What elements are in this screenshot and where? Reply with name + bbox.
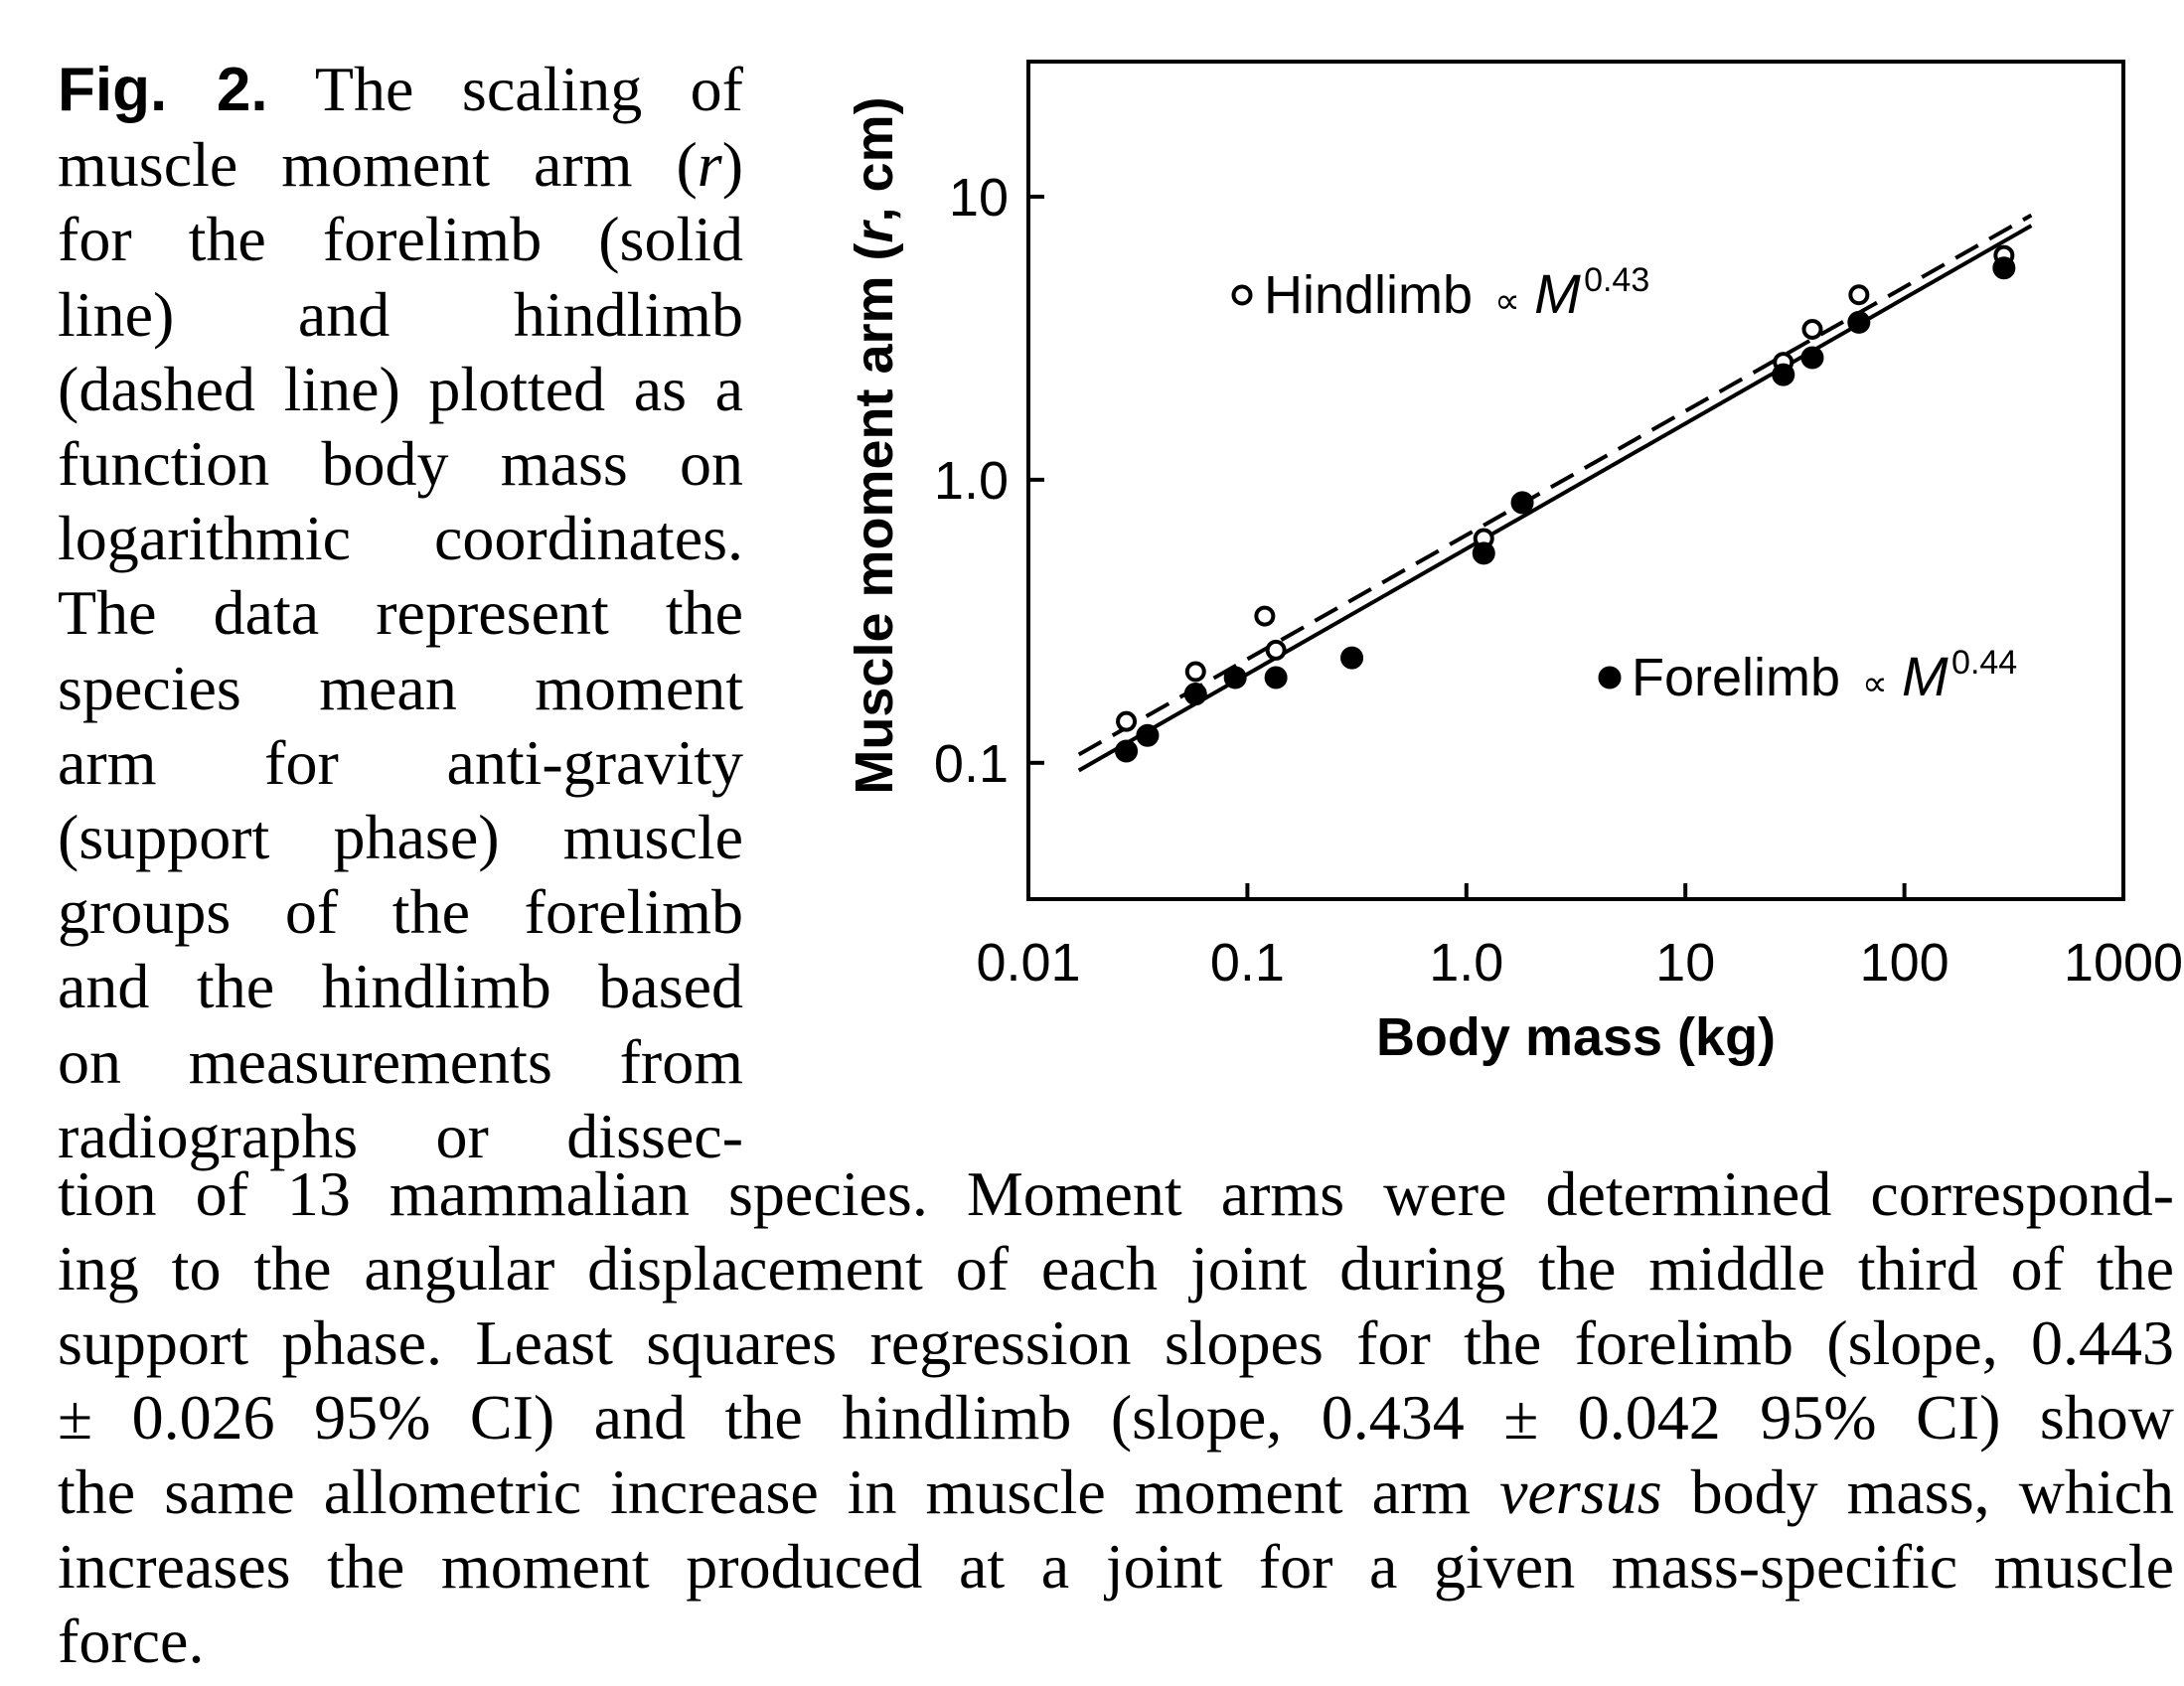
caption-line: The data represent the [58,577,743,649]
y-tick-label: 1.0 [934,451,1009,511]
x-tick-label: 0.1 [1210,933,1285,993]
forelimb-point [1136,723,1160,747]
forelimb-point [1800,346,1824,370]
caption-line: (dashed line) plotted as a [58,353,743,424]
caption-line: logarithmic coordinates. [58,503,743,574]
caption-bottom: tion of 13 mammalian species. Moment arm… [58,1156,2174,1678]
fit-variable: M [1534,262,1581,325]
legend-entry-forelimb: Forelimb [1632,648,1840,707]
caption-line: line) and hindlimb [58,278,743,350]
caption-top: Fig. 2. The scaling of muscle moment arm … [58,52,743,1173]
caption-line: arm for anti-gravity [58,726,743,798]
fit-exponent: 0.44 [1951,644,2017,682]
x-tick-label: 0.01 [976,933,1080,993]
proportional-symbol: ∝ [1494,280,1520,321]
hindlimb-point [1116,710,1138,732]
forelimb-point [1510,491,1534,515]
caption-line: (support phase) muscle [58,802,743,873]
x-tick-label: 100 [1860,933,1950,993]
caption-line: groups of the forelimb [58,876,743,948]
hindlimb-point [1265,639,1287,661]
forelimb-point [1264,666,1288,690]
caption-line: the same allometric increase in muscle m… [58,1456,2174,1527]
forelimb-point [1847,310,1871,334]
caption-line: for the forelimb (solid [58,204,743,275]
plot-frame [1026,60,2125,901]
fit-variable: M [1902,645,1949,707]
caption-line: support phase. Least squares regression … [58,1307,2174,1378]
forelimb-point [1992,256,2016,280]
forelimb-point [1340,646,1364,670]
x-tick-label: 1000 [2064,933,2183,993]
hindlimb-fit-line [1077,213,2033,757]
hindlimb-legend-marker [1231,284,1253,306]
y-tick-label: 0.1 [934,734,1009,794]
forelimb-point [1472,541,1495,565]
forelimb-point [1772,363,1795,386]
caption-line: and the hindlimb based [58,951,743,1022]
hindlimb-point [1254,605,1276,627]
forelimb-point [1115,739,1139,763]
caption-line: tion of 13 mammalian species. Moment arm… [58,1158,2174,1229]
caption-line: ± 0.026 95% CI) and the hindlimb (slope,… [58,1382,2174,1453]
caption-line: radiographs or dissec- [58,1100,743,1171]
caption-line: function body mass on [58,428,743,500]
hindlimb-point [1184,661,1206,683]
caption-line: ing to the angular displacement of each … [58,1233,2174,1303]
hindlimb-point [1801,318,1823,340]
caption-line: force. [58,1606,205,1676]
fit-exponent: 0.43 [1584,261,1649,299]
caption-line: on measurements from [58,1025,743,1097]
hindlimb-point [1848,284,1870,306]
caption-line: increases the moment produced at a joint… [58,1531,2174,1602]
caption-line: Fig. 2. The scaling of [58,54,743,124]
forelimb-legend-marker [1598,666,1622,690]
x-tick-label: 10 [1655,933,1715,993]
figure-label: Fig. 2. [58,56,268,124]
x-tick-label: 1.0 [1429,933,1503,993]
legend-entry-hindlimb: Hindlimb [1264,265,1473,325]
forelimb-point [1183,683,1207,706]
caption-line: muscle moment arm (r) [58,129,743,201]
caption-line: species mean moment [58,652,743,723]
proportional-symbol: ∝ [1862,663,1888,703]
forelimb-point [1223,666,1247,690]
y-axis-label: Muscle moment arm (r, cm) [845,96,904,794]
x-axis-label: Body mass (kg) [1376,1007,1776,1067]
y-tick-label: 10 [949,168,1009,228]
